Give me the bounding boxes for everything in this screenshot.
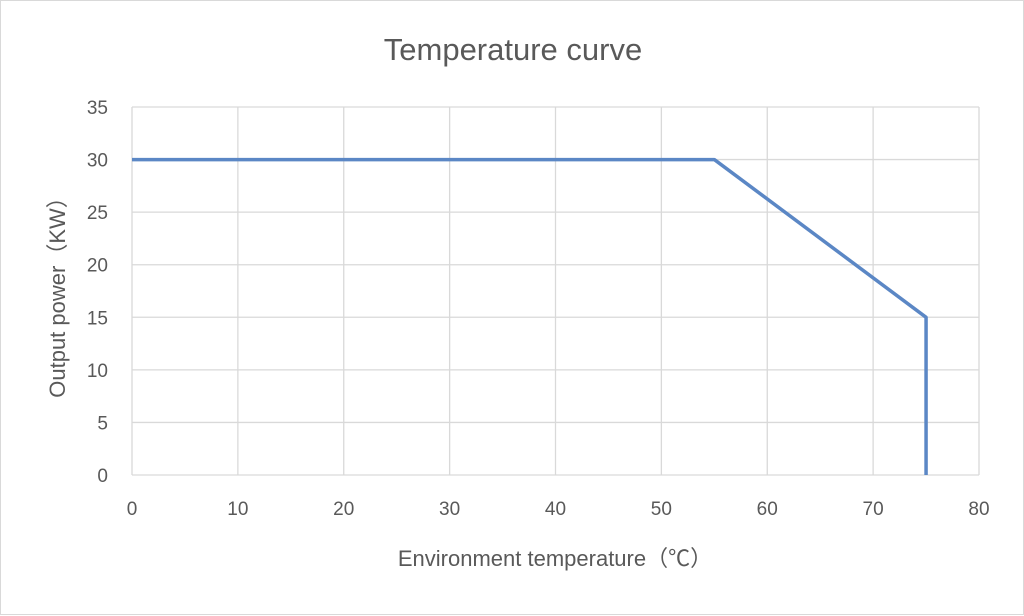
x-tick-label: 80: [968, 499, 989, 520]
y-tick-label: 30: [87, 151, 108, 172]
x-tick-label: 40: [545, 499, 566, 520]
series-layer: [132, 157, 928, 475]
y-tick-label: 5: [97, 413, 108, 434]
x-tick-label: 0: [127, 499, 138, 520]
tick-labels: 0 5 10 15 20 25 30 35 0 10 20 30 40 50 60 70 80: [87, 98, 990, 520]
y-tick-label: 15: [87, 308, 108, 329]
x-tick-label: 50: [651, 499, 672, 520]
x-axis-label: Environment temperature（℃）: [398, 546, 712, 571]
x-tick-label: 70: [863, 499, 884, 520]
x-tick-label: 20: [333, 499, 354, 520]
y-tick-label: 0: [97, 466, 108, 487]
gridlines: [131, 106, 980, 476]
y-tick-label: 10: [87, 361, 108, 382]
x-tick-label: 60: [757, 499, 778, 520]
y-tick-label: 20: [87, 256, 108, 277]
chart-title: Temperature curve: [384, 32, 642, 67]
y-tick-label: 35: [87, 98, 108, 119]
x-tick-label: 30: [439, 499, 460, 520]
series-line-0: [132, 157, 928, 475]
y-axis-label: Output power（KW）: [45, 186, 70, 398]
x-tick-label: 10: [227, 499, 248, 520]
y-tick-label: 25: [87, 203, 108, 224]
